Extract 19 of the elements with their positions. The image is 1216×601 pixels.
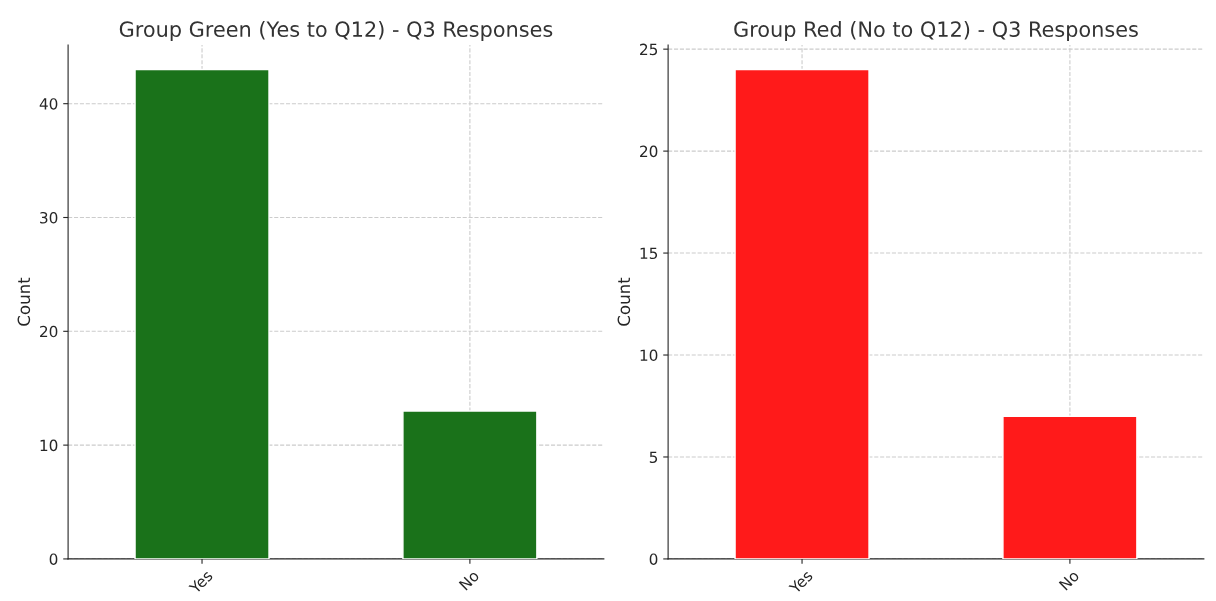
chart-title: Group Red (No to Q12) - Q3 Responses xyxy=(734,20,1138,42)
y-tick-label: 0 xyxy=(49,553,58,565)
y-tick-label: 10 xyxy=(640,349,658,362)
y-tick-label: 5 xyxy=(649,451,658,463)
chart-title: Group Green (Yes to Q12) - Q3 Responses xyxy=(119,20,553,42)
y-tick-label: 30 xyxy=(40,211,58,224)
y-tick-label: 40 xyxy=(39,98,58,110)
y-tick-label: 25 xyxy=(640,43,658,56)
y-tick-label: 0 xyxy=(649,553,658,565)
y-tick-label: 20 xyxy=(640,145,658,158)
y-axis-title: Count xyxy=(617,277,631,326)
y-tick-label: 10 xyxy=(40,439,58,452)
y-tick-label: 20 xyxy=(40,325,58,338)
x-tick-label: Yes xyxy=(788,569,814,595)
y-axis-title: Count xyxy=(17,277,31,326)
y-tick-label: 15 xyxy=(640,247,658,260)
x-tick-label: No xyxy=(458,569,480,591)
x-tick-label: No xyxy=(1058,569,1080,591)
x-tick-label: Yes xyxy=(188,569,214,595)
